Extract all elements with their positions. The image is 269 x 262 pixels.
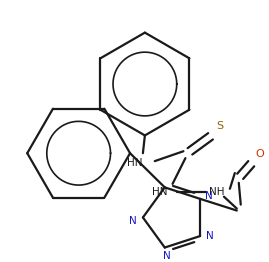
Text: HN: HN [127, 158, 143, 168]
Text: S: S [217, 121, 224, 130]
Text: N: N [206, 231, 214, 241]
Text: N: N [163, 252, 171, 261]
Text: NH: NH [209, 187, 225, 197]
Text: O: O [255, 149, 264, 159]
Text: N: N [205, 191, 213, 201]
Text: N: N [129, 216, 137, 226]
Text: HN: HN [152, 187, 168, 197]
